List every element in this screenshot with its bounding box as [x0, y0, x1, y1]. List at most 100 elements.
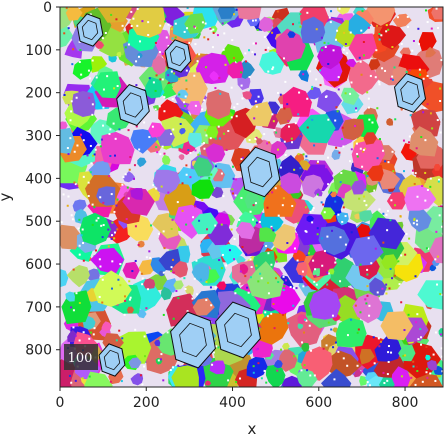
noise-pixel	[299, 167, 302, 170]
noise-pixel	[385, 30, 388, 33]
noise-pixel	[425, 346, 428, 349]
noise-pixel	[355, 142, 358, 145]
noise-pixel	[163, 152, 166, 155]
noise-pixel	[382, 212, 385, 215]
noise-pixel	[283, 140, 286, 143]
noise-pixel	[271, 31, 274, 34]
grain	[374, 333, 402, 362]
grain	[162, 154, 171, 165]
noise-pixel	[160, 353, 163, 356]
noise-pixel	[163, 110, 166, 113]
grain	[312, 268, 320, 277]
noise-pixel	[376, 107, 379, 110]
noise-pixel	[430, 27, 433, 30]
noise-pixel	[304, 206, 307, 209]
noise-pixel	[257, 362, 260, 365]
noise-pixel	[240, 84, 243, 87]
noise-pixel	[336, 110, 339, 113]
noise-pixel	[121, 183, 124, 186]
noise-pixel	[367, 26, 370, 29]
noise-pixel	[266, 315, 269, 318]
noise-pixel	[303, 364, 306, 367]
grain	[365, 7, 396, 26]
noise-pixel	[155, 74, 158, 77]
noise-pixel	[175, 290, 178, 293]
grain	[378, 377, 395, 387]
noise-pixel	[189, 151, 192, 154]
noise-pixel	[245, 253, 248, 256]
noise-pixel	[240, 158, 243, 161]
grain	[398, 344, 416, 362]
noise-pixel	[210, 173, 213, 176]
noise-pixel	[78, 253, 81, 256]
noise-pixel	[62, 193, 65, 196]
grain	[72, 58, 93, 80]
noise-pixel	[69, 137, 72, 140]
noise-pixel	[210, 29, 213, 32]
noise-pixel	[159, 78, 162, 81]
noise-pixel	[387, 161, 390, 164]
noise-pixel	[113, 210, 116, 213]
noise-pixel	[342, 145, 345, 148]
noise-pixel	[381, 287, 384, 290]
noise-pixel	[331, 229, 334, 232]
noise-pixel	[102, 224, 105, 227]
noise-pixel	[310, 349, 313, 352]
noise-pixel	[437, 26, 440, 29]
noise-pixel	[231, 165, 234, 168]
noise-pixel	[441, 220, 443, 223]
noise-pixel	[306, 369, 309, 372]
noise-pixel	[102, 88, 105, 91]
grain	[216, 281, 227, 290]
grain	[348, 13, 372, 37]
noise-pixel	[441, 225, 443, 228]
noise-pixel	[88, 375, 91, 378]
noise-pixel	[271, 68, 274, 71]
noise-pixel	[307, 252, 310, 255]
noise-pixel	[327, 272, 330, 275]
noise-pixel	[295, 287, 298, 290]
noise-pixel	[390, 199, 393, 202]
noise-pixel	[341, 126, 344, 129]
noise-pixel	[225, 264, 228, 267]
noise-pixel	[260, 277, 263, 280]
noise-pixel	[274, 277, 277, 280]
noise-pixel	[344, 215, 347, 218]
crystal	[170, 311, 216, 369]
noise-pixel	[312, 259, 315, 262]
noise-pixel	[122, 176, 125, 179]
grain	[128, 357, 142, 369]
noise-pixel	[165, 36, 168, 39]
crystal	[164, 39, 192, 73]
grain	[298, 114, 336, 144]
noise-pixel	[440, 333, 443, 336]
grain	[211, 186, 224, 199]
noise-pixel	[407, 25, 410, 28]
noise-pixel	[292, 287, 295, 290]
noise-pixel	[230, 116, 233, 119]
noise-pixel	[101, 278, 104, 281]
noise-pixel	[133, 177, 136, 180]
noise-pixel	[371, 121, 374, 124]
noise-pixel	[270, 263, 273, 266]
noise-pixel	[272, 66, 275, 69]
noise-pixel	[254, 137, 257, 140]
noise-pixel	[220, 172, 223, 175]
noise-pixel	[73, 181, 76, 184]
noise-pixel	[298, 21, 301, 24]
grain	[301, 342, 310, 352]
crystal	[98, 343, 126, 377]
noise-pixel	[338, 151, 341, 154]
noise-pixel	[155, 146, 158, 149]
noise-pixel	[184, 95, 187, 98]
grain	[297, 323, 304, 330]
noise-pixel	[118, 329, 121, 332]
noise-pixel	[135, 125, 138, 128]
grain	[219, 244, 243, 265]
noise-pixel	[95, 76, 98, 79]
noise-pixel	[300, 369, 303, 372]
noise-pixel	[218, 259, 221, 262]
noise-pixel	[111, 260, 114, 263]
noise-pixel	[73, 150, 76, 153]
noise-pixel	[407, 141, 410, 144]
